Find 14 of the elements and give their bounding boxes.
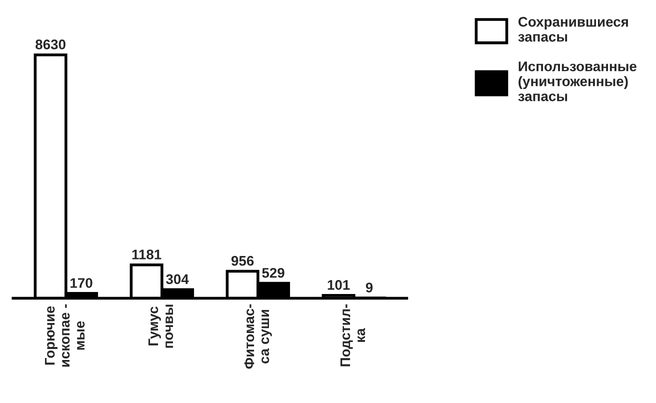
data-label: 8630 xyxy=(36,40,66,50)
x-tick-label: Фитомас- са суши xyxy=(244,304,272,369)
data-label: 101 xyxy=(328,280,350,290)
data-label: 304 xyxy=(166,274,189,284)
data-label: 956 xyxy=(231,256,254,266)
x-tick-label: Горючие ископае - мые xyxy=(44,304,85,367)
legend-label: Сохранившиеся запасы xyxy=(518,16,628,42)
data-label: 529 xyxy=(262,268,284,278)
data-label: 170 xyxy=(70,278,92,288)
x-tick-label: Подстил- ка xyxy=(340,304,366,366)
x-tick-label: Гумус почвы xyxy=(148,304,174,348)
legend-label: Использованные (уничтоженные) запасы xyxy=(518,62,636,102)
data-label: 9 xyxy=(366,282,373,292)
data-label: 1181 xyxy=(132,250,162,260)
